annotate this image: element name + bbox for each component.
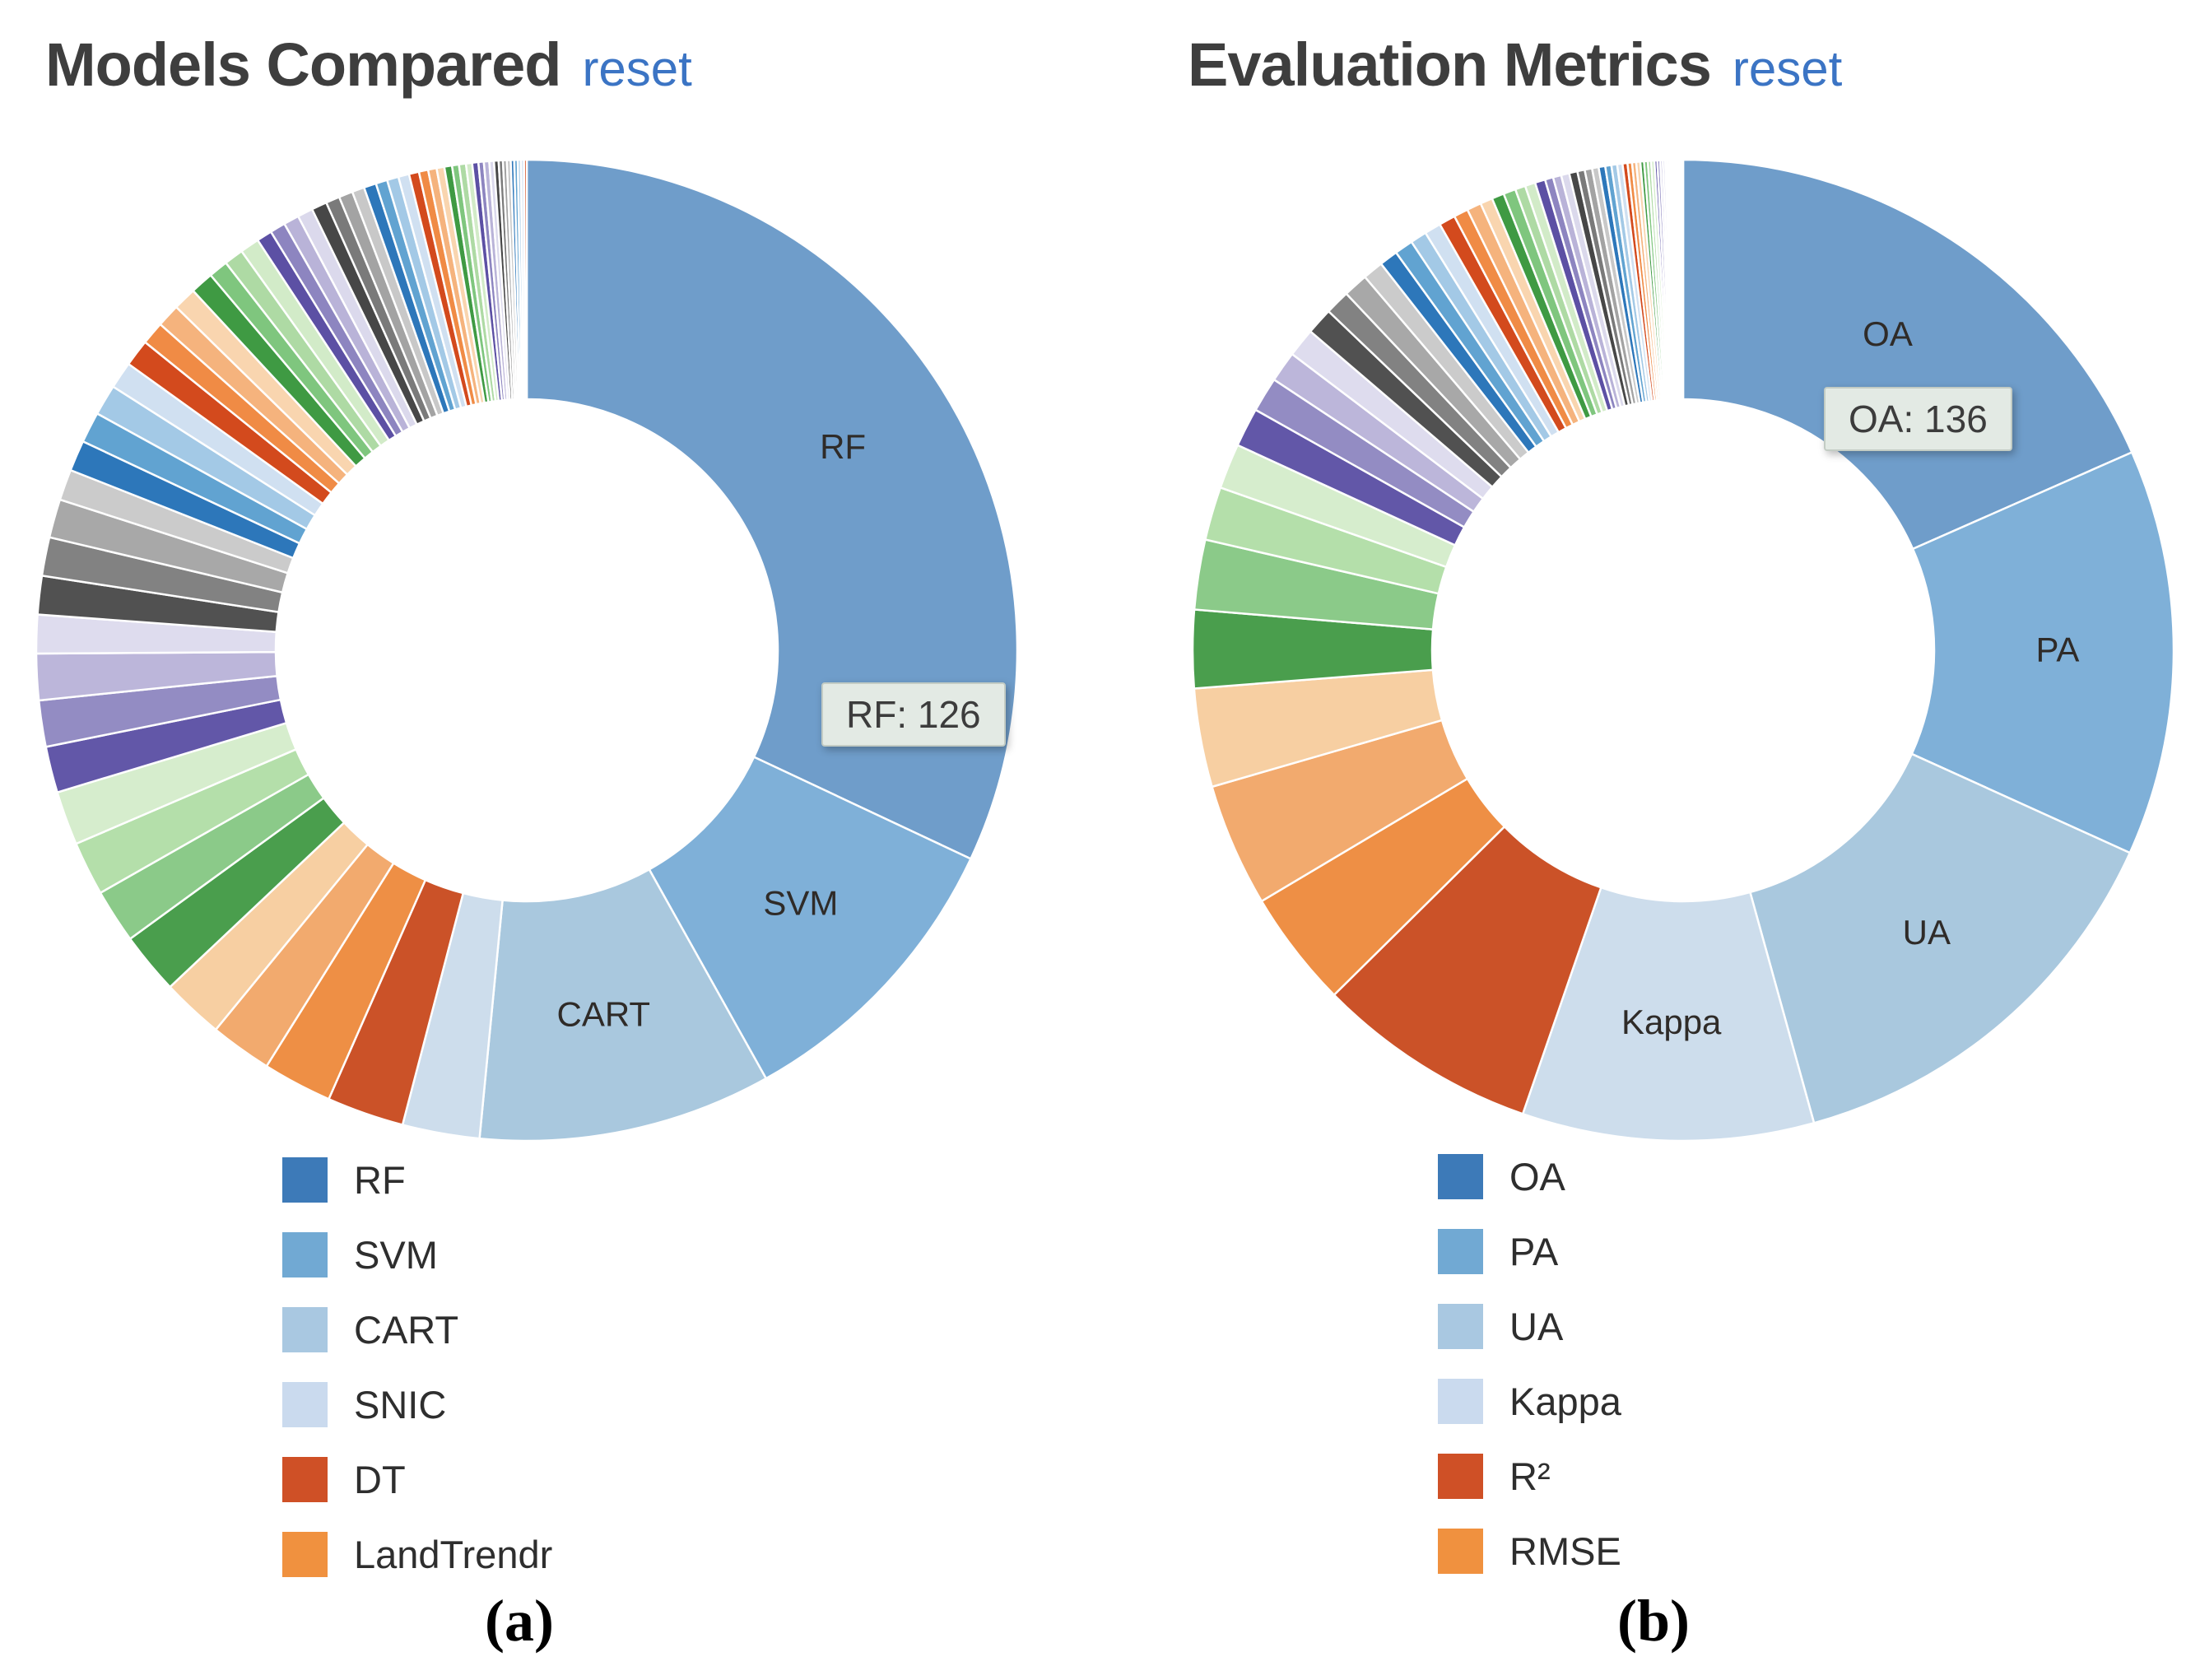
donut-slice-RF[interactable]: [525, 158, 1019, 861]
donut-slice-SVM[interactable]: [648, 755, 973, 1080]
donut-slice-PA[interactable]: [1910, 450, 2175, 854]
legend-item-Kappa[interactable]: Kappa: [1438, 1379, 1621, 1424]
metrics-legend: OA PA UA Kappa R² RMSE: [1438, 1154, 1621, 1574]
legend-item-RMSE[interactable]: RMSE: [1438, 1529, 1621, 1574]
legend-item-PA[interactable]: PA: [1438, 1229, 1621, 1274]
legend-swatch-LandTrendr: [282, 1532, 328, 1577]
legend-label: CART: [354, 1308, 459, 1352]
legend-swatch-OA: [1438, 1154, 1483, 1199]
reset-link-models[interactable]: reset: [582, 41, 692, 96]
legend-item-UA[interactable]: UA: [1438, 1304, 1621, 1349]
donut-slice-CART[interactable]: [478, 868, 768, 1142]
legend-swatch-RMSE: [1438, 1529, 1483, 1574]
slice-label-RF: RF: [820, 427, 866, 466]
metrics-chart-header: Evaluation Metrics reset: [1188, 30, 1842, 100]
legend-item-SVM[interactable]: SVM: [282, 1232, 552, 1277]
donut-slice-other-65[interactable]: [1681, 158, 1685, 401]
reset-link-metrics[interactable]: reset: [1732, 41, 1843, 96]
legend-label: Kappa: [1509, 1380, 1621, 1423]
slice-label-PA: PA: [2036, 630, 2080, 668]
slice-label-OA: OA: [1863, 314, 1913, 353]
tooltip-rf-value: RF: 126: [821, 682, 1006, 747]
legend-label: OA: [1509, 1155, 1565, 1198]
slice-label-SVM: SVM: [763, 883, 838, 922]
legend-swatch-UA: [1438, 1304, 1483, 1349]
slice-label-Kappa: Kappa: [1621, 1003, 1722, 1041]
donut-slice-other-58[interactable]: [523, 158, 528, 401]
figure-caption-a: (a): [485, 1588, 554, 1654]
legend-item-OA[interactable]: OA: [1438, 1154, 1621, 1199]
tooltip-oa-value: OA: 136: [1824, 387, 2012, 451]
page-title: Evaluation Metrics: [1188, 30, 1712, 99]
legend-item-DT[interactable]: DT: [282, 1457, 552, 1502]
legend-item-SNIC[interactable]: SNIC: [282, 1382, 552, 1427]
legend-label: SNIC: [354, 1383, 447, 1426]
legend-label: LandTrendr: [354, 1533, 553, 1576]
legend-label: SVM: [354, 1233, 438, 1277]
slice-label-UA: UA: [1903, 913, 1951, 952]
legend-label: PA: [1509, 1230, 1559, 1273]
legend-label: DT: [354, 1458, 406, 1501]
legend-swatch-DT: [282, 1457, 328, 1502]
legend-swatch-PA: [1438, 1229, 1483, 1274]
page-title: Models Compared: [45, 30, 561, 99]
donut-slice-UA[interactable]: [1748, 752, 2132, 1124]
legend-swatch-R²: [1438, 1454, 1483, 1499]
legend-swatch-RF: [282, 1157, 328, 1203]
legend-item-R²[interactable]: R²: [1438, 1454, 1621, 1499]
legend-item-LandTrendr[interactable]: LandTrendr: [282, 1532, 552, 1577]
slice-label-CART: CART: [557, 994, 651, 1033]
figure-caption-b: (b): [1617, 1588, 1690, 1654]
models-donut-chart[interactable]: RF SVM CART: [33, 156, 1021, 1144]
legend-swatch-SVM: [282, 1232, 328, 1277]
legend-swatch-CART: [282, 1307, 328, 1352]
metrics-donut-chart[interactable]: OA PA UA Kappa: [1189, 156, 2177, 1144]
legend-item-CART[interactable]: CART: [282, 1307, 552, 1352]
legend-item-RF[interactable]: RF: [282, 1157, 552, 1203]
models-chart-header: Models Compared reset: [45, 30, 692, 100]
legend-label: RF: [354, 1158, 406, 1202]
legend-label: R²: [1509, 1454, 1551, 1498]
legend-label: UA: [1509, 1305, 1564, 1348]
legend-label: RMSE: [1509, 1529, 1621, 1573]
legend-swatch-SNIC: [282, 1382, 328, 1427]
donut-slice-Kappa[interactable]: [1521, 886, 1816, 1142]
legend-swatch-Kappa: [1438, 1379, 1483, 1424]
models-legend: RF SVM CART SNIC DT LandTrendr: [282, 1157, 552, 1577]
donut-slice-OA[interactable]: [1681, 158, 2133, 551]
